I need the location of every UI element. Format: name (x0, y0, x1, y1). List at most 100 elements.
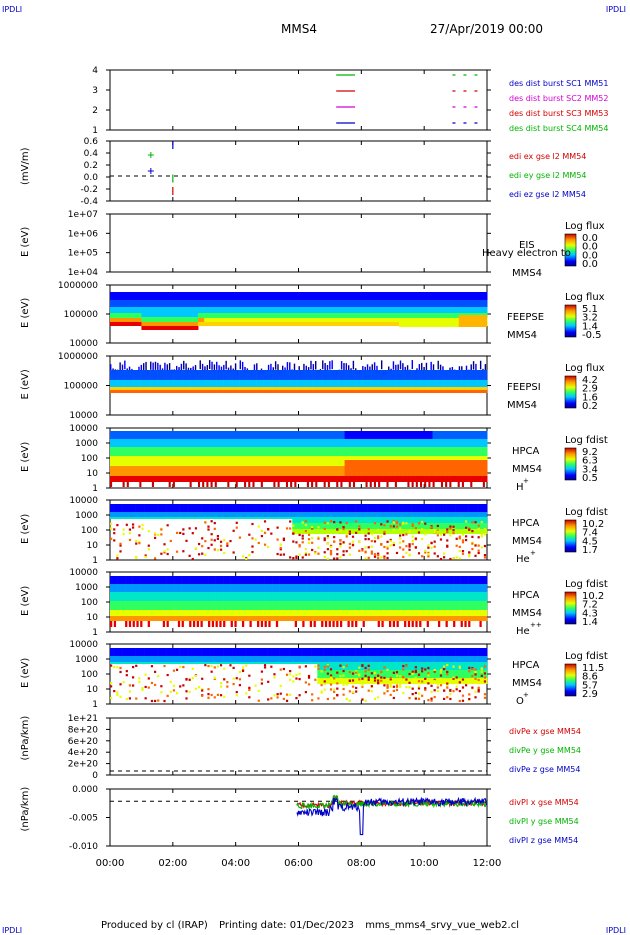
spectrogram-cell (322, 370, 325, 380)
spectrogram-cell (449, 529, 453, 534)
spectrogram-cell (347, 576, 352, 584)
spectrogram-cell (172, 476, 178, 482)
spectrogram-cell (197, 686, 201, 689)
spectrogram-cell (157, 533, 160, 537)
spectrogram-cell (421, 670, 424, 673)
legend-label: divPI z gse MM54 (509, 836, 578, 845)
spectrogram-cell (194, 662, 199, 664)
spectrogram-cell (424, 431, 429, 439)
spectrogram-cell (358, 576, 363, 584)
spectrogram-cell (298, 656, 302, 662)
spectrogram-cell (468, 292, 475, 300)
spectrogram-cell (223, 539, 226, 542)
spectrogram-cell (461, 517, 466, 523)
spectrogram-cell (253, 601, 258, 610)
spectrogram-cell (172, 684, 176, 687)
spectrogram-cell (355, 584, 360, 592)
spectrogram-cell (482, 439, 488, 447)
spectrogram-cell (164, 387, 167, 390)
spectrogram-cell (315, 482, 318, 487)
spectrogram-cell (248, 688, 251, 692)
spectrogram-cell (219, 504, 224, 512)
spectrogram-cell (415, 610, 420, 616)
spectrogram-cell (285, 313, 293, 318)
spectrogram-cell (326, 542, 329, 545)
spectrogram-cell (425, 380, 429, 387)
spectrogram-cell (160, 466, 165, 476)
spectrogram-cell (135, 318, 142, 322)
spectrogram-cell (260, 610, 265, 616)
spectrogram-cell (329, 322, 337, 326)
spectrogram-cell (226, 662, 230, 664)
spectrogram-cell (446, 648, 450, 656)
spectrogram-cell (122, 648, 127, 656)
spectrogram-cell (156, 431, 161, 439)
spectrogram-cell (468, 584, 473, 592)
spectrogram-cell (227, 476, 232, 482)
spectrogram-cell (207, 693, 210, 696)
spectrogram-cell (340, 482, 343, 487)
spectrogram-cell (373, 387, 377, 390)
colorbar-tick-label: -0.5 (582, 330, 602, 341)
spectrogram-cell (128, 292, 136, 300)
spectrogram-cell (220, 390, 224, 393)
spectrogram-cell (426, 592, 431, 601)
spectrogram-cell (436, 318, 444, 322)
spectrogram-cell (358, 678, 361, 681)
spectrogram-cell (199, 370, 203, 380)
spectrogram-cell (141, 517, 145, 519)
spectrogram-cell (380, 529, 384, 534)
spectrogram-cell (339, 621, 343, 627)
spectrogram-cell (125, 662, 130, 664)
colorbar (564, 519, 577, 553)
spectrogram-cell (344, 460, 350, 478)
spectrogram-cell (202, 456, 207, 466)
spectrogram-cell (465, 370, 469, 380)
spectrogram-cell (421, 387, 424, 390)
spectrogram-cell (304, 656, 309, 662)
spectrogram-cell (182, 504, 186, 512)
spectrogram-cell (456, 592, 461, 601)
spectrogram-cell (423, 390, 427, 393)
spectrogram-cell (300, 370, 304, 380)
spectrogram-cell (239, 447, 245, 456)
spectrogram-cell (147, 584, 152, 592)
spectrogram-cell (122, 482, 125, 487)
spectrogram-cell (403, 456, 408, 460)
spectrogram-cell (380, 292, 387, 300)
spectrogram-cell (215, 610, 220, 616)
spectrogram-cell (386, 476, 392, 482)
spectrogram-cell (204, 540, 207, 543)
spectrogram-cell (312, 380, 316, 387)
spectrogram-cell (436, 683, 439, 686)
spectrogram-cell (377, 512, 381, 517)
spectrogram-cell (290, 592, 296, 601)
spectrogram-cell (407, 616, 412, 621)
spectrogram-cell (122, 318, 130, 322)
spectrogram-cell (273, 648, 277, 656)
spectrogram-cell (298, 610, 303, 616)
spectrogram-cell (415, 447, 421, 456)
spectrogram-cell (110, 576, 115, 584)
spectrogram-cell (188, 690, 191, 694)
spectrogram-cell (348, 460, 354, 478)
spectrogram-cell (187, 390, 191, 393)
spectrogram-cell (229, 662, 233, 664)
spectrogram-cell (298, 504, 302, 512)
spectrogram-cell (326, 665, 329, 668)
spectrogram-cell (276, 696, 279, 699)
spectrogram-cell (147, 439, 153, 447)
spectrogram-cell (439, 512, 444, 517)
spectrogram-cell (471, 592, 476, 601)
spectrogram-cell (336, 553, 339, 556)
instrument-label: EIS (519, 240, 535, 251)
spectrogram-cell (449, 576, 454, 584)
spectrogram-cell (170, 610, 175, 616)
spectrogram-cell (245, 601, 250, 610)
spectrogram-cell (194, 527, 198, 530)
spectrogram-cell (293, 387, 297, 390)
spectrogram-cell (458, 689, 461, 693)
spectrogram-cell (442, 390, 445, 393)
spectrogram-cell (406, 387, 410, 390)
spectrogram-cell (304, 552, 307, 555)
